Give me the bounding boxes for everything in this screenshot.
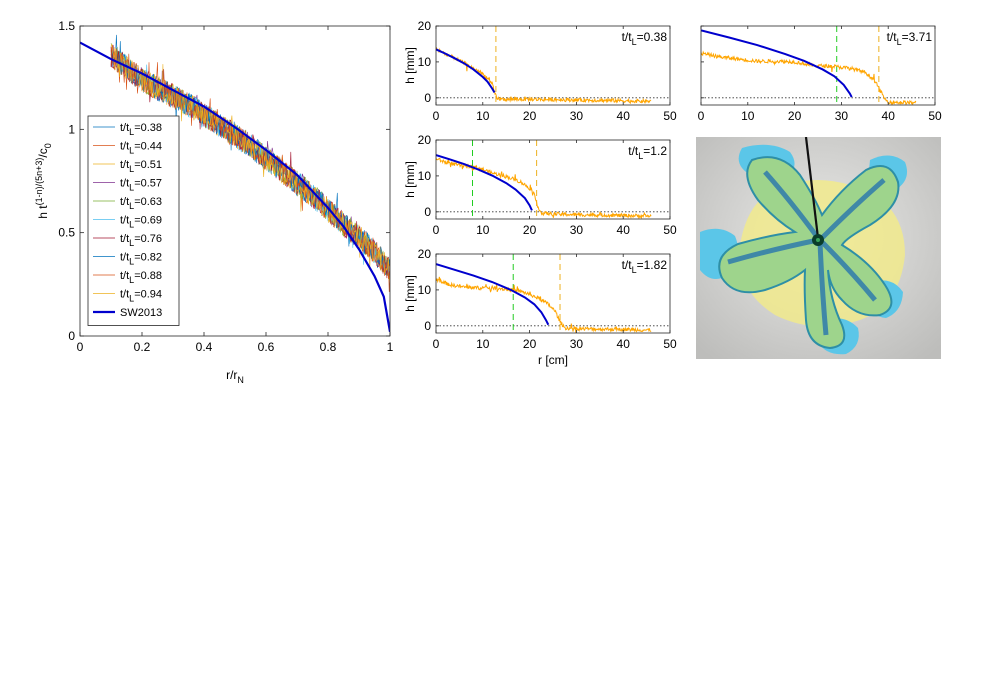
panel-y-tick-label: 20 <box>418 133 432 147</box>
panel-axes-box <box>435 25 671 106</box>
panel-x-tick-label: 20 <box>523 223 537 237</box>
panel-model-line <box>436 263 550 326</box>
panel-time-label: t/tL=1.2 <box>628 144 667 161</box>
panel-x-tick-label: 0 <box>433 109 440 123</box>
panel-y-tick-label: 10 <box>418 169 432 183</box>
main-y-tick-label: 0.5 <box>58 226 75 240</box>
panel-y-tick-label: 0 <box>424 205 431 219</box>
injection-needle <box>804 137 820 239</box>
main-series-line <box>110 43 390 274</box>
main-x-tick-label: 1 <box>387 340 394 354</box>
panel-y-axis-label: h [mm] <box>403 47 417 84</box>
panel-x-tick-label: 50 <box>663 223 677 237</box>
panel-x-tick-label: 40 <box>617 223 631 237</box>
main-x-tick-label: 0.2 <box>134 340 151 354</box>
panel-x-tick-label: 50 <box>663 109 677 123</box>
main-series-line <box>110 44 390 282</box>
legend-entry: SW2013 <box>120 307 162 319</box>
panel-x-axis-label: r [cm] <box>538 353 568 367</box>
panel-plot-area <box>436 26 670 105</box>
legend-entry: t/tL=0.94 <box>120 289 162 304</box>
panel-plot-area <box>436 254 670 333</box>
panel-x-tick-label: 50 <box>663 337 677 351</box>
legend-entry: t/tL=0.76 <box>120 233 162 248</box>
panel-x-tick-label: 40 <box>882 109 896 123</box>
legend-entry: t/tL=0.38 <box>120 122 162 137</box>
panel-x-tick-label: 10 <box>476 337 490 351</box>
panel-x-tick-label: 30 <box>570 337 584 351</box>
legend-entry: t/tL=0.88 <box>120 270 162 285</box>
main-x-tick-label: 0.8 <box>320 340 337 354</box>
panel-y-tick-label: 10 <box>418 283 432 297</box>
panel-measured-line <box>701 50 917 105</box>
panel-model-line <box>436 48 496 93</box>
panel-axes-box <box>700 25 936 106</box>
legend-entry: t/tL=0.51 <box>120 159 162 174</box>
panel-x-tick-label: 30 <box>835 109 849 123</box>
panel-x-tick-label: 10 <box>476 109 490 123</box>
panel-plot-area <box>436 140 670 219</box>
panel-x-tick-label: 40 <box>617 109 631 123</box>
panel-x-tick-label: 20 <box>523 337 537 351</box>
main-axes-box <box>79 25 391 337</box>
main-y-axis-label: h t(1-n)/(5n+3)/c0 <box>34 143 53 218</box>
legend-entry: t/tL=0.69 <box>120 215 162 230</box>
legend-box <box>87 115 180 326</box>
panel-y-axis-label: h [mm] <box>403 161 417 198</box>
panel-x-tick-label: 0 <box>433 337 440 351</box>
injection-point-center <box>816 238 820 242</box>
panel-x-tick-label: 20 <box>788 109 802 123</box>
panel-y-tick-label: 0 <box>424 91 431 105</box>
panel-x-tick-label: 10 <box>476 223 490 237</box>
panel-x-tick-label: 40 <box>617 337 631 351</box>
legend-entry: t/tL=0.57 <box>120 178 162 193</box>
panel-measured-line <box>436 276 652 333</box>
panel-x-tick-label: 50 <box>928 109 942 123</box>
experiment-photo <box>696 137 941 359</box>
panel-x-tick-label: 0 <box>698 109 705 123</box>
panel-time-label: t/tL=3.71 <box>887 30 933 47</box>
panel-y-tick-label: 20 <box>418 247 432 261</box>
panel-measured-line <box>436 46 652 105</box>
panel-model-line <box>701 29 853 98</box>
panel-x-tick-label: 0 <box>433 223 440 237</box>
main-model-line <box>80 41 390 333</box>
panel-y-tick-label: 10 <box>418 55 432 69</box>
legend-entry: t/tL=0.63 <box>120 196 162 211</box>
panel-y-axis-label: h [mm] <box>403 275 417 312</box>
panel-x-tick-label: 20 <box>523 109 537 123</box>
main-y-tick-label: 1.5 <box>58 19 75 33</box>
panel-x-tick-label: 30 <box>570 109 584 123</box>
main-x-tick-label: 0 <box>77 340 84 354</box>
legend-entry: t/tL=0.82 <box>120 252 162 267</box>
panel-3.71: 0 10 20 30 40 50 t/tL=3.71 <box>698 25 942 123</box>
panel-y-tick-label: 0 <box>424 319 431 333</box>
main-x-axis-label: r/rN <box>226 368 244 385</box>
main-legend: t/tL=0.38 t/tL=0.44 t/tL=0.51 t/tL=0.57 t/tL… <box>87 115 180 326</box>
main-y-tick-label: 0 <box>68 329 75 343</box>
panel-x-tick-label: 10 <box>741 109 755 123</box>
legend-entry: t/tL=0.44 <box>120 141 162 156</box>
main-chart: 0 0.2 0.4 0.6 0.8 1 0 0.5 1 1.5 t/tL=0.38 t/tL=0.4… <box>34 19 394 385</box>
panel-time-label: t/tL=1.82 <box>622 258 668 275</box>
panel-time-label: t/tL=0.38 <box>622 30 668 47</box>
panel-axes-box <box>435 139 671 220</box>
panel-model-line <box>436 154 533 211</box>
main-x-tick-label: 0.4 <box>196 340 213 354</box>
main-series-line <box>110 50 390 275</box>
main-x-tick-label: 0.6 <box>258 340 275 354</box>
main-y-tick-label: 1 <box>68 122 75 136</box>
panel-axes-box <box>435 253 671 334</box>
panel-x-tick-label: 30 <box>570 223 584 237</box>
blue-veins <box>727 170 886 336</box>
panel-y-tick-label: 20 <box>418 19 432 33</box>
